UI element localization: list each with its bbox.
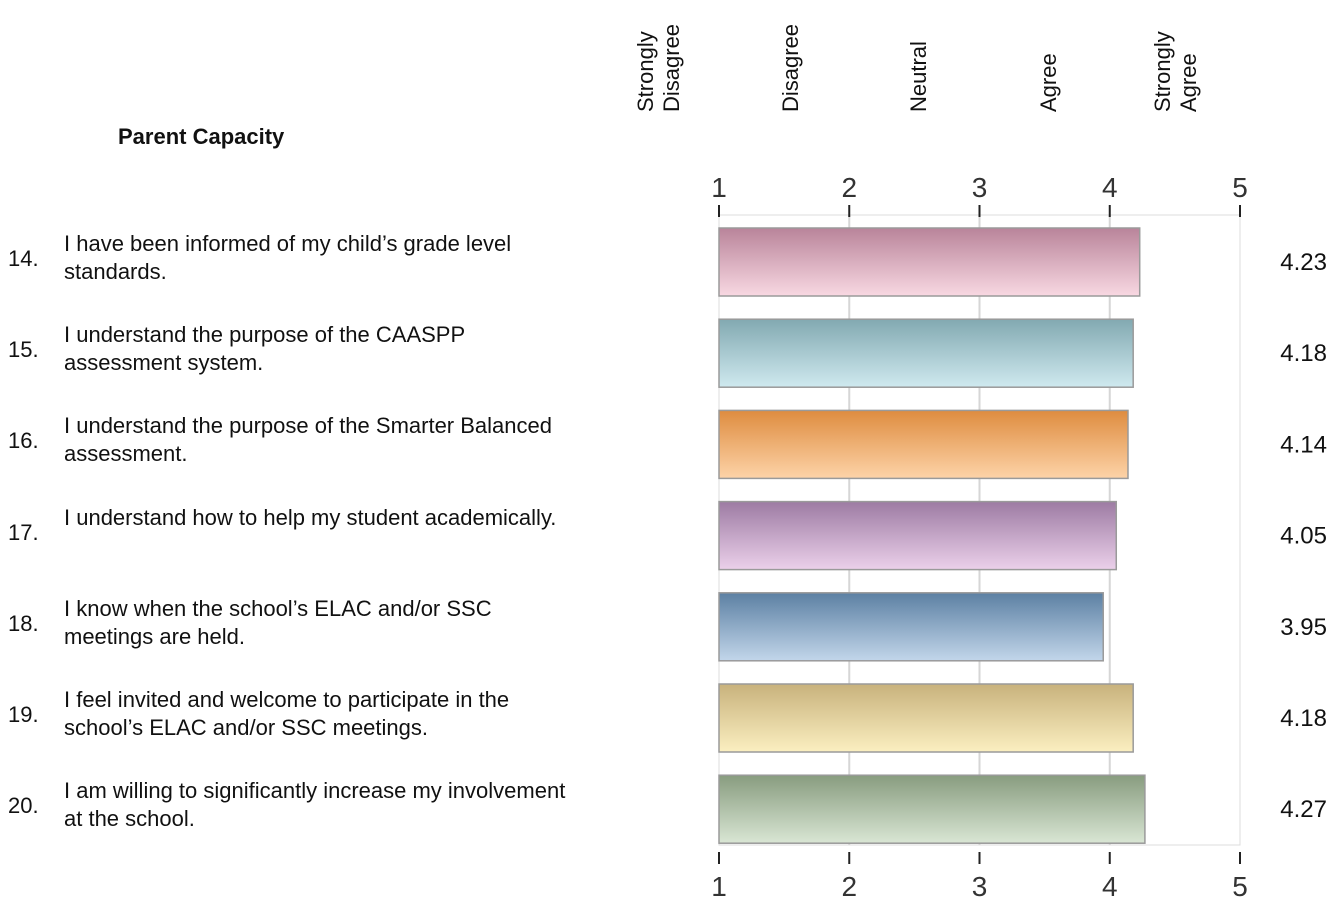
question-row: 17. I understand how to help my student a… (0, 492, 700, 572)
tick-label-top: 4 (1102, 172, 1118, 203)
value-label: 4.05 (1280, 523, 1327, 550)
tick-label-bottom: 1 (711, 871, 727, 901)
question-row: 19. I feel invited and welcome to partici… (0, 674, 700, 754)
question-text-line: I understand the purpose of the CAASPP (64, 322, 466, 348)
scale-label-line: Agree (1176, 53, 1201, 112)
tick-label-bottom: 4 (1102, 871, 1118, 901)
scale-label: Agree (1036, 53, 1061, 112)
scale-label: Strongly Agree (1150, 31, 1201, 112)
question-text-line: I am willing to significantly increase m… (64, 778, 566, 804)
value-label: 4.14 (1280, 431, 1327, 458)
bar (718, 592, 1104, 662)
value-label: 4.18 (1280, 340, 1327, 367)
question-text: I know when the school’s ELAC and/or SSC… (64, 595, 684, 651)
question-text-line: assessment. (64, 441, 188, 467)
question-number: 15. (8, 337, 39, 363)
tick-label-top: 1 (711, 172, 727, 203)
scale-label: Strongly Disagree (633, 24, 684, 112)
question-text: I have been informed of my child’s grade… (64, 230, 684, 286)
question-number: 14. (8, 246, 39, 271)
value-label: 4.18 (1280, 705, 1327, 732)
tick-label-top: 5 (1232, 172, 1248, 203)
scale-label: Disagree (778, 24, 803, 112)
bar (718, 318, 1134, 388)
question-number: 19. (8, 702, 39, 727)
tick-label-bottom: 3 (972, 871, 988, 901)
value-label: 4.27 (1280, 796, 1327, 823)
value-label: 3.95 (1280, 614, 1327, 641)
tick-label-bottom: 5 (1232, 871, 1248, 901)
question-number: 20. (8, 793, 39, 819)
tick-label-top: 3 (972, 172, 988, 203)
scale-label: Neutral (906, 41, 931, 112)
question-text-line: meetings are held. (64, 623, 245, 649)
question-text-line: at the school. (64, 806, 195, 832)
scale-label-line: Neutral (906, 41, 931, 112)
question-text: I understand the purpose of the Smarter … (64, 412, 684, 468)
section-title: Parent Capacity (118, 124, 285, 149)
scale-label-line: Disagree (659, 24, 684, 112)
question-text-line: I understand the purpose of the Smarter … (64, 413, 552, 439)
scale-label-line: Agree (1036, 53, 1061, 112)
question-number: 18. (8, 610, 39, 636)
question-text-line: I know when the school’s ELAC and/or SSC (64, 595, 492, 621)
question-row: 15. I understand the purpose of the CAASP… (0, 309, 700, 389)
question-text-line: standards. (64, 259, 167, 284)
question-text: I understand how to help my student acad… (64, 504, 684, 532)
bar (718, 409, 1129, 480)
bar (718, 227, 1141, 297)
question-row: 16. I understand the purpose of the Smart… (0, 400, 700, 480)
scale-label-line: Disagree (778, 24, 803, 112)
tick-label-bottom: 2 (841, 871, 857, 901)
bar (718, 500, 1118, 571)
scale-label-line: Strongly (633, 31, 658, 112)
bar (718, 683, 1134, 753)
question-text-line: I feel invited and welcome to participat… (64, 687, 510, 712)
question-text-line: assessment system. (64, 350, 264, 376)
question-text: I understand the purpose of the CAASPP as… (64, 321, 684, 377)
question-text: I feel invited and welcome to participat… (64, 686, 684, 742)
question-row: 20. I am willing to significantly increas… (0, 765, 700, 845)
question-text-line: I have been informed of my child’s grade… (64, 231, 512, 256)
question-row: 18. I know when the school’s ELAC and/or … (0, 583, 700, 663)
question-number: 16. (8, 428, 39, 454)
value-label: 4.23 (1280, 249, 1327, 276)
tick-label-top: 2 (841, 172, 857, 203)
question-text: I am willing to significantly increase m… (64, 777, 684, 833)
question-text-line: I understand how to help my student acad… (64, 504, 557, 530)
question-number: 17. (8, 519, 39, 545)
question-text-line: school’s ELAC and/or SSC meetings. (64, 715, 428, 740)
scale-label-line: Strongly (1150, 31, 1175, 112)
question-row: 14. I have been informed of my child’s gr… (0, 218, 700, 298)
bar (718, 774, 1146, 844)
